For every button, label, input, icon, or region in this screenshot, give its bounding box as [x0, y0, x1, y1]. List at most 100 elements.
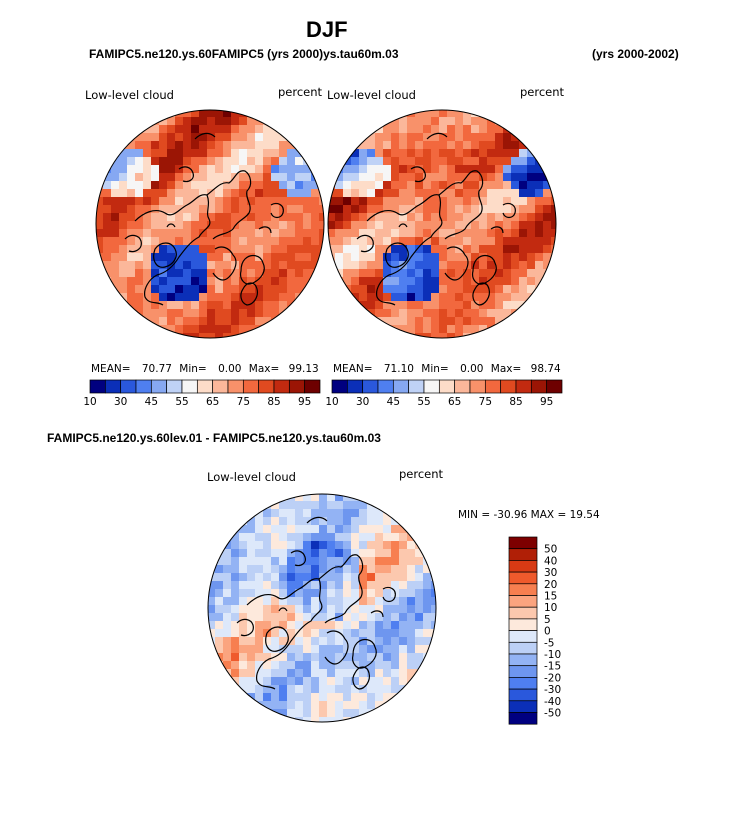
field-cell	[183, 165, 192, 174]
field-cell	[271, 677, 280, 686]
field-cell	[535, 245, 544, 254]
field-cell	[215, 157, 224, 166]
field-cell	[503, 173, 512, 182]
field-cell	[375, 285, 384, 294]
field-cell	[359, 205, 368, 214]
field-cell	[351, 621, 360, 630]
field-cell	[303, 605, 312, 614]
field-cell	[511, 125, 520, 134]
field-cell	[463, 245, 472, 254]
field-cell	[247, 253, 256, 262]
right-max-value: 98.74	[530, 363, 561, 375]
field-cell	[191, 197, 200, 206]
field-cell	[383, 525, 392, 534]
field-cell	[135, 165, 144, 174]
field-cell	[263, 573, 272, 582]
colorbar-swatch	[377, 379, 394, 394]
right-colorbar: 10 30 45 55 65 75 85 95	[325, 379, 563, 408]
field-cell	[415, 141, 424, 150]
field-cell	[415, 197, 424, 206]
field-cell	[239, 661, 248, 670]
field-cell	[215, 293, 224, 302]
field-cell	[519, 237, 528, 246]
field-cell	[391, 301, 400, 310]
field-cell	[231, 557, 240, 566]
field-cell	[183, 309, 192, 318]
field-cell	[119, 221, 128, 230]
field-cell	[343, 237, 352, 246]
field-cell	[415, 565, 424, 574]
field-cell	[383, 317, 392, 326]
field-cell	[295, 597, 304, 606]
colorbar-swatch	[258, 379, 275, 394]
field-cell	[215, 589, 224, 598]
field-cell	[191, 309, 200, 318]
field-cell	[103, 173, 112, 182]
field-cell	[143, 285, 152, 294]
field-cell	[159, 285, 168, 294]
field-cell	[335, 237, 344, 246]
field-cell	[271, 269, 280, 278]
field-cell	[343, 573, 352, 582]
field-cell	[255, 213, 264, 222]
field-cell	[479, 133, 488, 142]
field-cell	[207, 110, 216, 118]
field-cell	[199, 205, 208, 214]
field-cell	[239, 565, 248, 574]
field-cell	[255, 229, 264, 238]
field-cell	[239, 645, 248, 654]
field-cell	[455, 325, 464, 334]
field-cell	[311, 677, 320, 686]
field-cell	[151, 141, 160, 150]
field-cell	[407, 317, 416, 326]
field-cell	[375, 165, 384, 174]
coastline	[124, 234, 142, 253]
colorbar-swatch	[362, 379, 379, 394]
field-cell	[383, 581, 392, 590]
field-cell	[391, 645, 400, 654]
field-cell	[359, 229, 368, 238]
field-cell	[431, 277, 440, 286]
field-cell	[455, 181, 464, 190]
field-cell	[383, 149, 392, 158]
field-cell	[455, 269, 464, 278]
field-cell	[431, 181, 440, 190]
field-cell	[335, 669, 344, 678]
field-cell	[399, 205, 408, 214]
field-cell	[231, 541, 240, 550]
field-cell	[175, 245, 184, 254]
field-cell	[287, 285, 296, 294]
field-cell	[303, 653, 312, 662]
field-cell	[231, 117, 240, 126]
field-cell	[551, 221, 556, 230]
field-cell	[399, 549, 408, 558]
field-cell	[271, 701, 280, 710]
field-cell	[471, 309, 480, 318]
field-cell	[271, 157, 280, 166]
field-cell	[495, 141, 504, 150]
field-cell	[335, 557, 344, 566]
field-cell	[279, 565, 288, 574]
field-cell	[239, 165, 248, 174]
field-cell	[311, 181, 320, 190]
field-cell	[247, 581, 256, 590]
field-cell	[415, 173, 424, 182]
field-cell	[399, 637, 408, 646]
field-cell	[183, 325, 192, 334]
field-cell	[255, 197, 264, 206]
field-cell	[463, 165, 472, 174]
field-cell	[127, 181, 136, 190]
field-cell	[311, 669, 320, 678]
field-cell	[303, 261, 312, 270]
field-cell	[111, 165, 120, 174]
field-cell	[279, 549, 288, 558]
field-cell	[159, 125, 168, 134]
field-cell	[263, 125, 272, 134]
field-cell	[511, 181, 520, 190]
field-cell	[415, 301, 424, 310]
field-cell	[447, 293, 456, 302]
field-cell	[391, 629, 400, 638]
field-cell	[399, 517, 408, 526]
field-cell	[407, 645, 416, 654]
field-cell	[231, 181, 240, 190]
